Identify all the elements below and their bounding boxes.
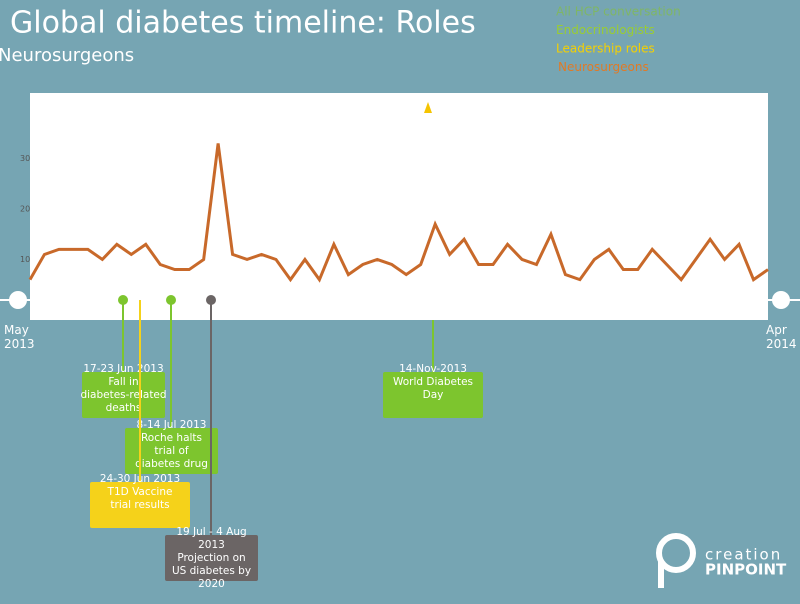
event-date: 8-14 Jul 2013 xyxy=(137,419,207,431)
event-dot xyxy=(166,295,176,305)
event-marker xyxy=(424,102,432,113)
event-text: Projection on US diabetes by 2020 xyxy=(172,552,251,590)
legend-entry: Endocrinologists xyxy=(556,23,655,37)
event-text: Roche halts trial of diabetes drug xyxy=(135,432,208,470)
event-box xyxy=(383,372,483,418)
event-date: 24-30 Jun 2013 xyxy=(100,473,180,485)
event-date: 14-Nov-2013 xyxy=(399,363,467,375)
x-tick-label: Apr 2014 xyxy=(766,323,797,351)
event-box xyxy=(125,428,218,474)
legend-entry: All HCP conversation xyxy=(556,5,681,19)
logo-text: creation xyxy=(705,546,782,564)
y-tick-label: 10 xyxy=(20,255,30,264)
event-text: Fall in diabetes-related deaths xyxy=(80,376,166,414)
event-date: 17-23 Jun 2013 xyxy=(83,363,163,375)
logo-text: PINPOINT xyxy=(705,561,787,579)
event-date: 19 Jul - 4 Aug 2013 xyxy=(176,526,246,551)
x-tick-label: May 2013 xyxy=(4,323,35,351)
event-text: T1D Vaccine trial results xyxy=(107,486,173,511)
chart-subtitle: Neurosurgeons xyxy=(0,45,134,66)
timeline-end xyxy=(772,291,790,309)
event-box xyxy=(90,482,190,528)
timeline-start xyxy=(9,291,27,309)
legend-entry: Neurosurgeons xyxy=(558,60,649,74)
logo-mark xyxy=(656,533,696,573)
plot-area xyxy=(30,93,768,320)
event-box xyxy=(165,535,258,581)
y-tick-label: 30 xyxy=(20,154,30,163)
legend-entry: Leadership roles xyxy=(556,42,655,56)
y-tick-label: 20 xyxy=(20,205,30,214)
event-box xyxy=(82,372,165,418)
event-text: World Diabetes Day xyxy=(393,376,473,401)
event-dot xyxy=(206,295,216,305)
chart-title: Global diabetes timeline: Roles xyxy=(10,6,476,41)
logo: creation PINPOINT xyxy=(656,533,787,588)
series-line xyxy=(28,143,769,283)
event-dot xyxy=(118,295,128,305)
